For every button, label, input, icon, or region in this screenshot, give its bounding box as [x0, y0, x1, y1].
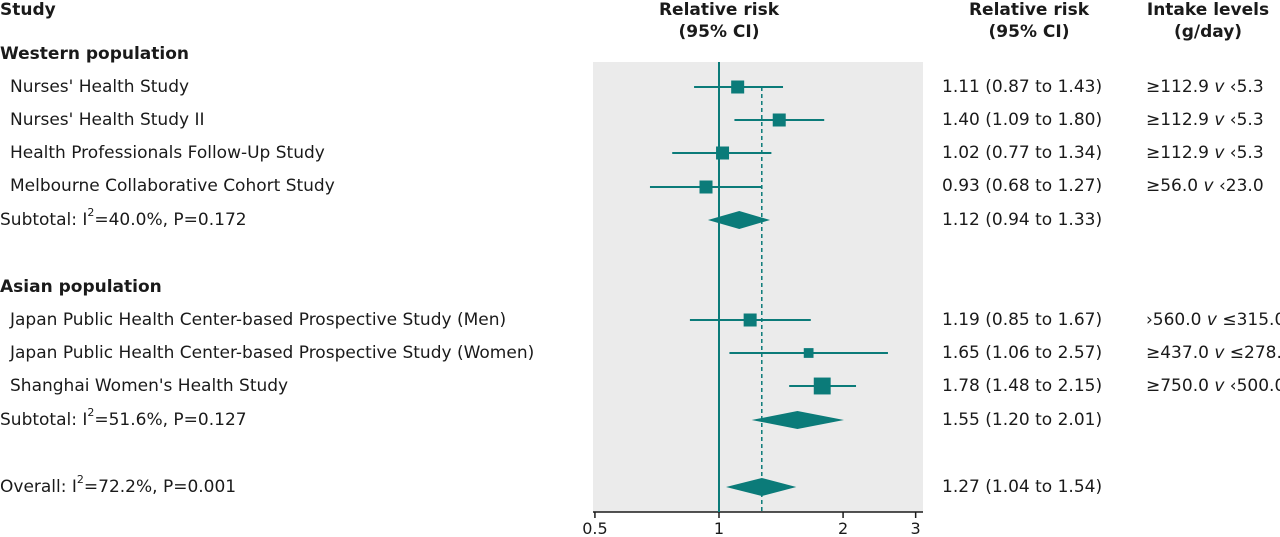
x-axis: 0.5 1 2 3 [582, 511, 923, 537]
ci-text: 1.12 (0.94 to 1.33) [942, 210, 1103, 230]
effect-square [699, 180, 713, 194]
effect-square [803, 348, 814, 358]
plot-panel-background [593, 62, 923, 512]
study-label: Nurses' Health Study II [10, 110, 205, 130]
ci-text: 1.78 (1.48 to 2.15) [942, 376, 1103, 396]
x-tick-label: 1 [714, 519, 724, 537]
intake-level: ≥112.9 v ‹5.3 [1146, 110, 1264, 130]
header-rr-text-line1: Relative risk [968, 0, 1090, 20]
intake-level: ›560.0 v ≤315.0 [1146, 310, 1280, 330]
plot-marks [649, 62, 888, 512]
subtotal-asian-label: Subtotal: I2=51.6%, P=0.127 [0, 406, 247, 430]
section-western: Western population [0, 44, 190, 64]
study-label: Nurses' Health Study [10, 77, 190, 97]
effect-square [772, 113, 786, 127]
effect-square [716, 146, 730, 160]
study-label: Health Professionals Follow-Up Study [10, 143, 325, 163]
intake-level: ≥112.9 v ‹5.3 [1146, 77, 1264, 97]
ci-text: 1.55 (1.20 to 2.01) [942, 410, 1103, 430]
header-rr-plot-line1: Relative risk [658, 0, 780, 20]
intake-level: ≥750.0 v ‹500.0 [1146, 376, 1280, 396]
study-label: Japan Public Health Center-based Prospec… [10, 310, 507, 330]
header-rr-text-line2: (95% CI) [988, 22, 1070, 42]
ci-text: 0.93 (0.68 to 1.27) [942, 176, 1103, 196]
pooled-diamond [707, 211, 771, 229]
header-rr-plot-line2: (95% CI) [678, 22, 760, 42]
intake-level: ≥437.0 v ≤278.0 [1146, 343, 1280, 363]
ci-text: 1.40 (1.09 to 1.80) [942, 110, 1103, 130]
effect-square [731, 80, 745, 94]
pooled-diamond [751, 411, 844, 429]
study-label: Japan Public Health Center-based Prospec… [10, 343, 535, 363]
header-study: Study [0, 0, 56, 20]
overall-label: Overall: I2=72.2%, P=0.001 [0, 473, 237, 497]
header-intake-line1: Intake levels [1146, 0, 1270, 20]
header-intake-line2: (g/day) [1173, 22, 1243, 42]
ci-text: 1.02 (0.77 to 1.34) [942, 143, 1103, 163]
effect-square [813, 377, 831, 395]
pooled-diamond [726, 478, 797, 496]
ci-text: 1.27 (1.04 to 1.54) [942, 477, 1103, 497]
intake-level: ≥56.0 v ‹23.0 [1146, 176, 1264, 196]
section-asian: Asian population [0, 277, 162, 297]
x-tick-label: 2 [838, 519, 848, 537]
ci-text: 1.19 (0.85 to 1.67) [942, 310, 1103, 330]
subtotal-western-label: Subtotal: I2=40.0%, P=0.172 [0, 206, 247, 230]
study-label: Shanghai Women's Health Study [10, 376, 289, 396]
x-tick-label: 3 [911, 519, 921, 537]
ci-text: 1.11 (0.87 to 1.43) [942, 77, 1103, 97]
effect-square [743, 313, 757, 327]
study-label: Melbourne Collaborative Cohort Study [10, 176, 335, 196]
x-tick-label: 0.5 [582, 519, 607, 537]
intake-level: ≥112.9 v ‹5.3 [1146, 143, 1264, 163]
ci-text: 1.65 (1.06 to 2.57) [942, 343, 1103, 363]
